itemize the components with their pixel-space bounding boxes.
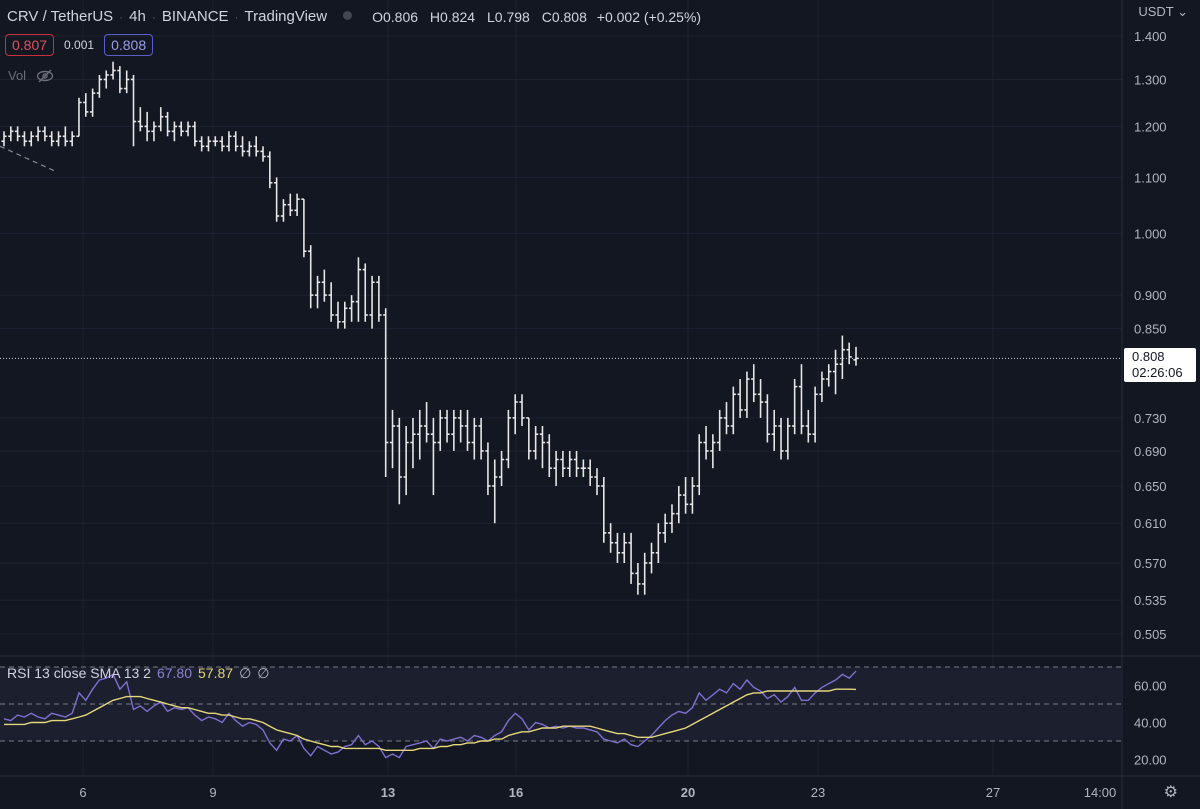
rsi-series [3, 670, 857, 759]
last-price: 0.808 [1132, 349, 1165, 364]
volume-legend[interactable]: Vol [8, 68, 54, 83]
price-tick-label: 0.650 [1134, 479, 1167, 494]
time-tick-label: 27 [986, 785, 1000, 800]
separator-dot: · [151, 9, 156, 24]
exchange-label: BINANCE [161, 8, 229, 25]
price-tick-label: 0.730 [1134, 411, 1167, 426]
rsi-tick-label: 20.00 [1134, 753, 1167, 768]
open-key: O [372, 8, 383, 25]
price-tick-label: 0.850 [1134, 322, 1167, 337]
price-tick-label: 1.400 [1134, 29, 1167, 44]
price-tick-label: 0.535 [1134, 593, 1167, 608]
rsi-tick-label: 60.00 [1134, 679, 1167, 694]
ohlc-values: O0.806 H0.824 L0.798 C0.808 +0.002 (+0.2… [364, 9, 701, 25]
close-value: 0.808 [551, 8, 587, 25]
price-tick-label: 0.505 [1134, 627, 1167, 642]
time-tick-label: 20 [681, 785, 695, 800]
source-label: TradingView [244, 8, 328, 25]
price-axis: 1.400 1.300 1.200 1.100 1.000 0.900 0.850 0.730… [1134, 29, 1167, 768]
market-status-icon[interactable] [343, 11, 353, 20]
trend-line [0, 145, 56, 172]
separator-dot: · [234, 9, 239, 24]
rsi-value: 67.80 [156, 665, 193, 681]
ask-badge[interactable]: 0.808 [104, 34, 154, 56]
price-tick-label: 0.610 [1134, 516, 1167, 531]
price-tick-label: 0.690 [1134, 444, 1167, 459]
ohlc-series [0, 61, 1122, 595]
na-value: ∅ [257, 665, 270, 681]
symbol-legend[interactable]: CRV / TetherUS · 4h · BINANCE · TradingV… [7, 8, 701, 25]
price-tick-label: 1.300 [1134, 72, 1167, 87]
time-tick-label: 14:00 [1084, 785, 1117, 800]
currency-label[interactable]: USDT ⌄ [1138, 4, 1188, 19]
last-price-tag: 0.808 02:26:06 [1124, 348, 1196, 382]
rsi-label[interactable]: RSI 13 close SMA 13 2 [7, 665, 151, 681]
separator-dot: · [119, 9, 124, 24]
high-key: H [429, 8, 441, 25]
low-key: L [486, 8, 495, 25]
rsi-tick-label: 40.00 [1134, 716, 1167, 731]
price-tick-label: 0.900 [1134, 288, 1167, 303]
close-key: C [541, 8, 552, 25]
price-tick-label: 0.570 [1134, 556, 1167, 571]
na-value: ∅ [239, 665, 252, 681]
currency-text: USDT [1138, 4, 1174, 19]
price-tick-label: 1.000 [1134, 226, 1167, 241]
time-tick-label: 9 [209, 785, 216, 800]
time-tick-label: 13 [381, 785, 395, 800]
bid-badge[interactable]: 0.807 [5, 34, 55, 56]
rsi-pane [0, 655, 1200, 742]
price-tick-label: 1.100 [1134, 170, 1167, 185]
price-tick-label: 1.200 [1134, 119, 1167, 134]
time-tick-label: 6 [79, 785, 86, 800]
volume-label: Vol [8, 68, 27, 83]
rsi-sma-value: 57.87 [198, 665, 234, 681]
time-tick-label: 23 [811, 785, 825, 800]
open-value: 0.806 [382, 8, 419, 25]
quote-badges: 0.807 0.001 0.808 [5, 34, 154, 56]
eye-off-icon[interactable] [36, 69, 54, 83]
spread-value: 0.001 [64, 38, 95, 52]
time-axis: 6 9 13 16 20 23 27 14:00 [79, 785, 1116, 800]
change-value: +0.002 (+0.25%) [596, 8, 702, 25]
high-value: 0.824 [440, 8, 476, 25]
symbol-name[interactable]: CRV / TetherUS [7, 8, 114, 25]
low-value: 0.798 [494, 8, 530, 25]
rsi-legend[interactable]: RSI 13 close SMA 13 2 67.80 57.87 ∅ ∅ [7, 665, 269, 682]
bar-countdown: 02:26:06 [1132, 365, 1183, 380]
rsi-sma-line [4, 688, 857, 751]
settings-gear-icon[interactable]: ⚙ [1163, 784, 1178, 801]
interval-label[interactable]: 4h [129, 8, 146, 25]
rsi-line [3, 670, 857, 759]
time-tick-label: 16 [509, 785, 523, 800]
